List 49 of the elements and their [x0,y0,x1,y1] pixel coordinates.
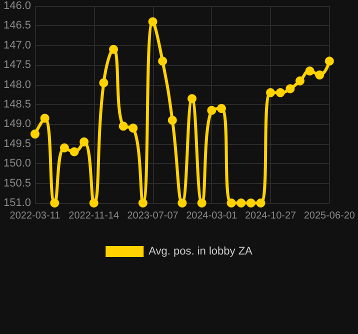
point [197,198,206,208]
point [148,17,158,26]
point [80,137,89,146]
point [178,198,187,208]
x-tick-label: 2024-03-01 [186,210,238,222]
x-tick-label: 2024-10-27 [244,210,297,222]
point [50,198,60,208]
legend-label: Avg. pos. in lobby ZA [148,246,254,258]
point [40,114,50,123]
y-tick-label: 147.5 [3,59,31,72]
x-tick-label: 2025-06-20 [304,210,356,222]
point [226,198,236,208]
x-tick-label: 2022-11-14 [68,210,120,222]
point [168,116,177,125]
y-tick-label: 146.5 [3,20,31,32]
point [216,104,226,113]
point [207,106,216,115]
point [236,198,246,208]
point [158,56,168,66]
point [315,70,324,80]
y-tick-label: 149.5 [3,138,31,150]
point [109,44,118,54]
y-tick-label: 150.5 [3,177,31,190]
y-tick-label: 150.0 [3,158,31,170]
point [99,78,108,88]
y-tick-label: 151.0 [3,197,31,209]
x-tick-label: 2022-03-11 [10,210,61,222]
point [324,56,334,66]
point [295,76,304,86]
point [89,198,98,208]
point [266,88,276,98]
point [188,94,197,104]
point [128,124,138,133]
point [70,147,79,156]
y-tick-label: 148.5 [3,98,31,110]
y-tick-label: 149.0 [3,118,31,130]
point [276,88,285,98]
point [30,130,40,139]
point [256,198,266,208]
point [305,66,314,76]
point [138,198,148,208]
point [286,84,295,94]
point [118,122,128,131]
y-tick-label: 146.0 [3,0,31,12]
x-tick-label: 2023-07-07 [127,210,179,222]
y-tick-label: 148.0 [3,78,31,91]
point [60,143,69,152]
point [246,198,256,208]
y-tick-label: 147.0 [3,39,31,52]
